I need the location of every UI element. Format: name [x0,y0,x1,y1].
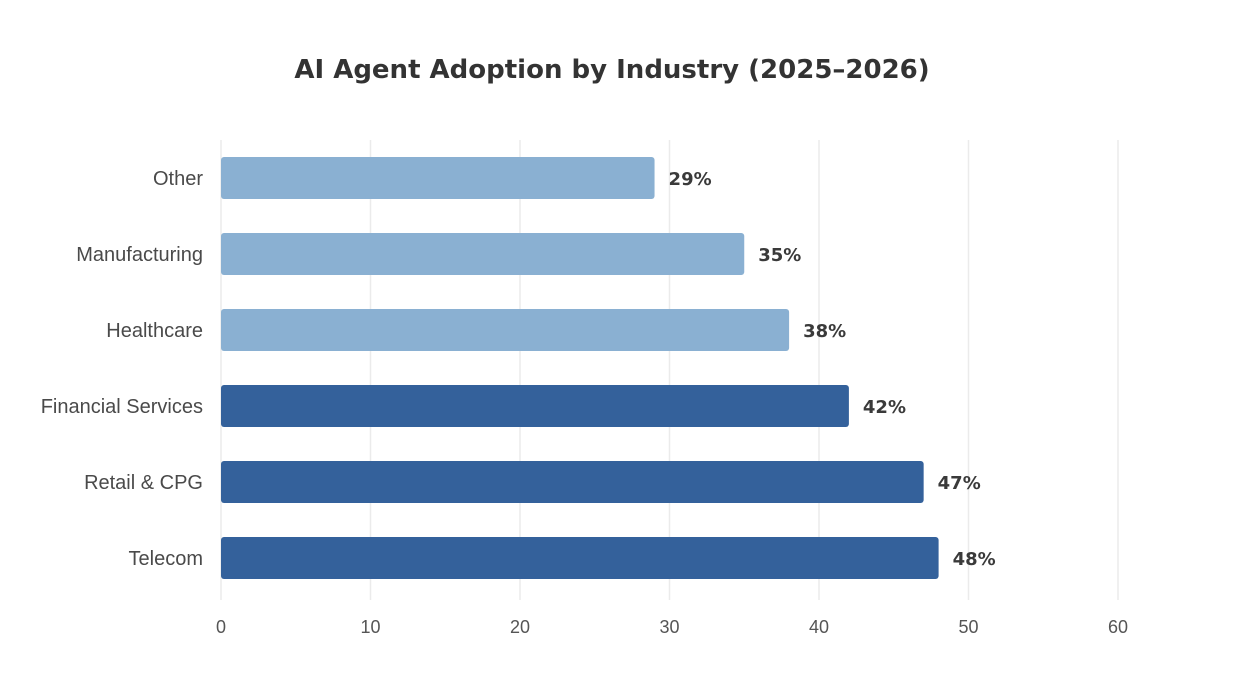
gridlines [220,140,1119,600]
bar [221,461,924,503]
x-tick-label: 50 [958,617,978,637]
category-label: Telecom [129,548,203,570]
data-label: 47% [938,473,981,494]
data-labels: 29% 35% 38% 42% 47% 48% [669,169,996,570]
category-label: Manufacturing [76,244,203,266]
category-label: Retail & CPG [84,472,203,494]
data-label: 42% [863,397,906,418]
x-tick-label: 30 [659,617,679,637]
category-label: Healthcare [106,320,203,342]
category-labels: Other Manufacturing Healthcare Financial Se… [41,168,204,570]
category-label: Other [153,168,203,190]
data-label: 29% [669,169,712,190]
bar [221,537,939,579]
x-tick-label: 40 [809,617,829,637]
bars [221,157,939,579]
bar [221,309,790,351]
bar [221,233,745,275]
category-label: Financial Services [41,396,203,418]
data-label: 48% [953,549,996,570]
data-label: 38% [803,321,846,342]
x-tick-label: 20 [510,617,530,637]
x-tick-label: 10 [360,617,380,637]
data-label: 35% [758,245,801,266]
x-axis-ticks: 0 10 20 30 40 50 60 [216,617,1128,637]
x-tick-label: 0 [216,617,226,637]
chart-title: AI Agent Adoption by Industry (2025–2026… [294,55,929,85]
bar [221,385,849,427]
x-tick-label: 60 [1108,617,1128,637]
bar [221,157,655,199]
